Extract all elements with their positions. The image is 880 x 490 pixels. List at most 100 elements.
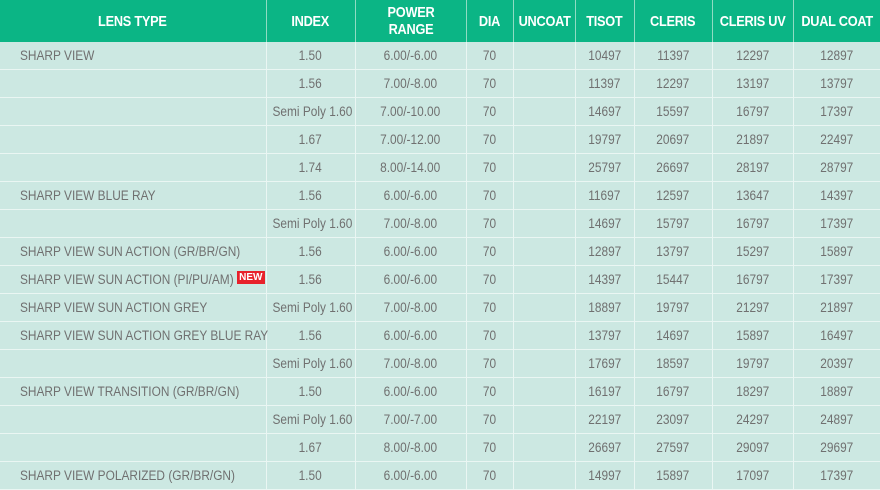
cell-value: 18597 xyxy=(656,356,690,371)
cell-value: 16797 xyxy=(735,272,770,287)
cell-value: 13797 xyxy=(820,76,854,91)
cell-lens-type: SHARP VIEW SUN ACTION GREY xyxy=(0,293,267,322)
cell-value: 17397 xyxy=(820,104,854,119)
cell-cleris-uv: 15897 xyxy=(712,321,794,350)
cell-cleris: 27597 xyxy=(634,433,713,462)
cell-dual-coat: 16497 xyxy=(793,321,880,350)
cell-value: 70 xyxy=(482,328,497,343)
cell-value: 14997 xyxy=(587,468,622,483)
cell-value: SHARP VIEW SUN ACTION (GR/BR/GN) xyxy=(20,244,241,259)
cell-value: 18897 xyxy=(820,384,854,399)
cell-tisot: 17697 xyxy=(575,349,635,378)
cell-value: 70 xyxy=(482,468,497,483)
cell-dual-coat: 21897 xyxy=(793,293,880,322)
cell-dual-coat: 20397 xyxy=(793,349,880,378)
cell-uncoat xyxy=(513,293,576,322)
cell-value: 7.00/-8.00 xyxy=(383,76,438,91)
cell-value: 20697 xyxy=(656,132,690,147)
cell-value: 70 xyxy=(482,300,497,315)
cell-value: 22197 xyxy=(587,412,622,427)
cell-value: 70 xyxy=(482,412,497,427)
cell-value: 17397 xyxy=(820,272,854,287)
cell-dia: 70 xyxy=(466,349,514,378)
cell-tisot: 22197 xyxy=(575,405,635,434)
cell-cleris: 11397 xyxy=(634,42,713,70)
cell-value: 29097 xyxy=(735,440,770,455)
cell-lens-type: SHARP VIEW SUN ACTION GREY BLUE RAY xyxy=(0,321,268,350)
cell-value: 26697 xyxy=(587,440,622,455)
cell-dia: 70 xyxy=(466,181,514,210)
cell-index: Semi Poly 1.60 xyxy=(266,97,356,126)
cell-tisot: 16197 xyxy=(575,377,635,406)
cell-cleris-uv: 13197 xyxy=(712,69,794,98)
cell-value: 12897 xyxy=(587,244,622,259)
cell-cleris: 18597 xyxy=(634,349,713,378)
cell-dia: 70 xyxy=(466,237,514,266)
cell-value: 26697 xyxy=(656,160,690,175)
table-row: Semi Poly 1.60 7.00/-7.00 70 22197 23097 2429… xyxy=(0,405,880,434)
cell-lens-type: SHARP VIEW SUN ACTION (PI/PU/AM) NEW xyxy=(0,265,267,294)
cell-power-range: 6.00/-6.00 xyxy=(355,237,467,266)
cell-dia: 70 xyxy=(466,405,514,434)
column-header-label: CLERIS xyxy=(650,12,696,30)
cell-dual-coat: 17397 xyxy=(793,209,880,238)
cell-tisot: 18897 xyxy=(575,293,635,322)
cell-power-range: 6.00/-6.00 xyxy=(355,42,467,70)
cell-value: 24897 xyxy=(820,412,854,427)
cell-dual-coat: 17397 xyxy=(793,461,880,490)
cell-power-range: 7.00/-8.00 xyxy=(355,69,467,98)
cell-uncoat xyxy=(513,125,576,154)
cell-lens-type xyxy=(0,405,267,434)
cell-dia: 70 xyxy=(466,153,514,182)
cell-dual-coat: 24897 xyxy=(793,405,880,434)
cell-cleris-uv: 16797 xyxy=(712,265,794,294)
cell-uncoat xyxy=(513,69,576,98)
cell-tisot: 12897 xyxy=(575,237,635,266)
cell-dia: 70 xyxy=(466,97,514,126)
cell-dual-coat: 17397 xyxy=(793,97,880,126)
cell-dual-coat: 14397 xyxy=(793,181,880,210)
cell-value: 16197 xyxy=(587,384,622,399)
cell-uncoat xyxy=(513,153,576,182)
cell-cleris: 23097 xyxy=(634,405,713,434)
table-row: 1.67 7.00/-12.00 70 19797 20697 21897 22497 xyxy=(0,125,880,154)
cell-uncoat xyxy=(513,209,576,238)
cell-power-range: 6.00/-6.00 xyxy=(355,321,467,350)
cell-index: 1.56 xyxy=(266,265,356,294)
cell-value: SHARP VIEW POLARIZED (GR/BR/GN) xyxy=(20,468,235,483)
cell-power-range: 7.00/-8.00 xyxy=(355,209,467,238)
column-header-label: POWER RANGE xyxy=(387,4,434,38)
cell-cleris: 15597 xyxy=(634,97,713,126)
table-row: SHARP VIEW SUN ACTION GREY Semi Poly 1.60… xyxy=(0,293,880,322)
cell-lens-type xyxy=(0,433,267,462)
cell-value: 17397 xyxy=(820,468,854,483)
cell-value: Semi Poly 1.60 xyxy=(271,356,352,371)
cell-cleris-uv: 13647 xyxy=(712,181,794,210)
column-header-label: UNCOAT xyxy=(518,12,571,30)
cell-index: 1.56 xyxy=(266,321,356,350)
cell-cleris-uv: 28197 xyxy=(712,153,794,182)
table-row: Semi Poly 1.60 7.00/-8.00 70 14697 15797 1679… xyxy=(0,209,880,238)
cell-value: 70 xyxy=(482,384,497,399)
cell-cleris: 15897 xyxy=(634,461,713,490)
cell-value: 6.00/-6.00 xyxy=(383,188,438,203)
column-header-label: TISOT xyxy=(586,12,623,30)
cell-power-range: 7.00/-12.00 xyxy=(355,125,467,154)
cell-value: 14397 xyxy=(820,188,854,203)
cell-cleris: 14697 xyxy=(634,321,713,350)
cell-value: 14697 xyxy=(656,328,690,343)
cell-cleris: 16797 xyxy=(634,377,713,406)
cell-value: 15447 xyxy=(656,272,690,287)
cell-dia: 70 xyxy=(466,433,514,462)
cell-value: 12897 xyxy=(820,48,854,63)
cell-lens-type xyxy=(0,97,267,126)
cell-value: 27597 xyxy=(656,440,690,455)
table-row: SHARP VIEW SUN ACTION (GR/BR/GN) 1.56 6.00… xyxy=(0,237,880,266)
cell-value: 70 xyxy=(482,272,497,287)
cell-value: 25797 xyxy=(587,160,622,175)
cell-index: 1.50 xyxy=(266,461,356,490)
cell-value: 20397 xyxy=(820,356,854,371)
cell-value: 1.56 xyxy=(298,272,323,287)
cell-value: 17097 xyxy=(735,468,770,483)
cell-power-range: 7.00/-10.00 xyxy=(355,97,467,126)
